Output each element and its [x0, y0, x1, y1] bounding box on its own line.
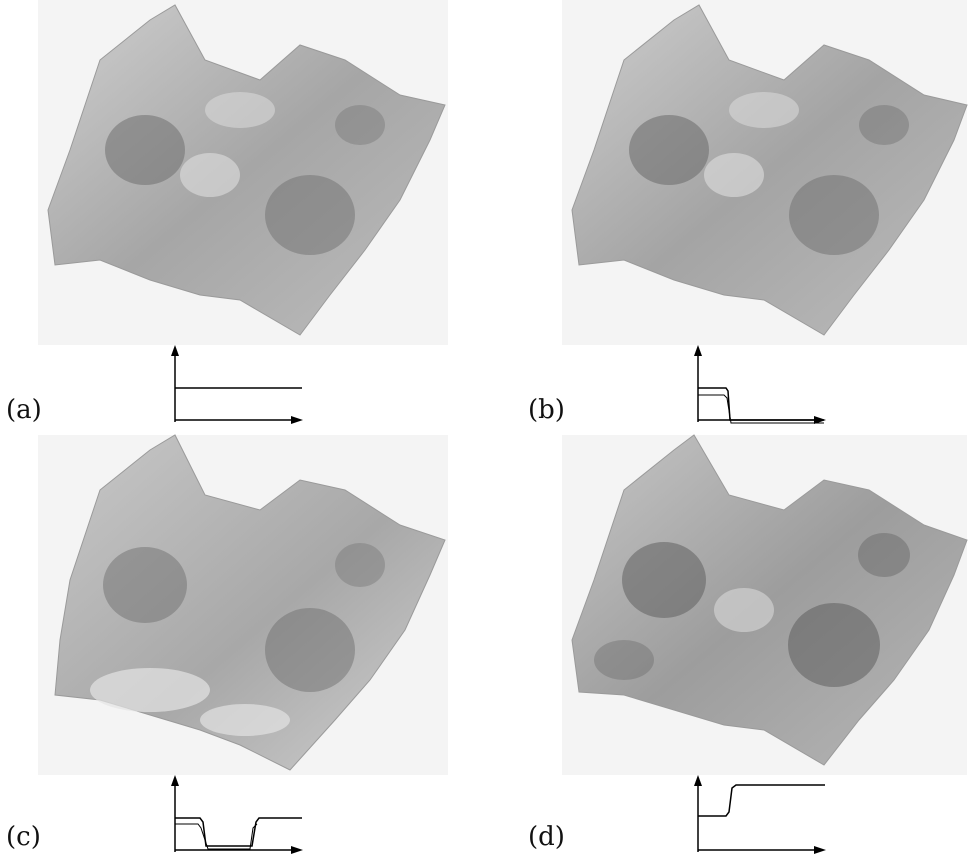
terrain-highlight: [205, 92, 275, 128]
y-axis-arrow: [171, 345, 179, 356]
terrain-highlight: [729, 92, 799, 128]
terrain-surface: [571, 4, 968, 336]
terrain-highlight: [200, 704, 290, 736]
step-curve: [175, 817, 302, 847]
panel-label: (d): [528, 822, 565, 852]
y-axis-arrow: [694, 775, 702, 786]
panel-d: (d): [484, 430, 968, 860]
panel-a: (a): [0, 0, 484, 430]
panel-b-graphics: [562, 0, 968, 424]
panel-label: (a): [6, 395, 42, 425]
x-axis-arrow: [291, 416, 303, 424]
terrain-highlight: [714, 588, 774, 632]
terrain-shadow: [335, 543, 385, 587]
terrain-shadow: [789, 175, 879, 255]
terrain-shadow: [335, 105, 385, 145]
step-curve: [698, 387, 824, 421]
terrain-shadow: [858, 533, 910, 577]
terrain-highlight: [704, 153, 764, 197]
terrain-surface: [47, 4, 446, 336]
terrain-shadow: [105, 115, 185, 185]
panel-label: (c): [6, 822, 41, 852]
terrain-shadow: [622, 542, 706, 618]
x-axis-arrow: [814, 846, 826, 854]
terrain-shadow: [103, 547, 187, 623]
panel-b: (b): [484, 0, 968, 430]
terrain-shadow: [594, 640, 654, 680]
terrain-shadow: [265, 608, 355, 692]
terrain-highlight: [90, 668, 210, 712]
terrain-shadow: [629, 115, 709, 185]
panel-d-graphics: [562, 434, 968, 854]
panel-c: (c): [0, 430, 484, 860]
panel-label: (b): [528, 395, 565, 425]
step-plot: [694, 345, 826, 424]
step-curve: [698, 784, 825, 817]
terrain-highlight: [180, 153, 240, 197]
panel-a-graphics: [38, 0, 448, 424]
terrain-shadow: [859, 105, 909, 145]
step-plot: [171, 345, 303, 424]
x-axis-arrow: [291, 846, 303, 854]
y-axis-arrow: [171, 775, 179, 786]
step-curve-shadow: [698, 394, 824, 424]
terrain-shadow: [265, 175, 355, 255]
step-plot: [171, 775, 303, 854]
y-axis-arrow: [694, 345, 702, 356]
step-plot: [694, 775, 826, 854]
terrain-shadow: [788, 603, 880, 687]
panel-c-graphics: [38, 434, 448, 854]
step-curve-shadow: [175, 823, 258, 850]
